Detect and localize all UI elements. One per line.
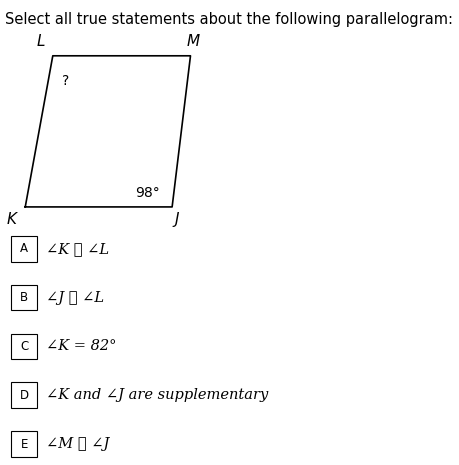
Text: K: K: [6, 212, 17, 226]
Text: M: M: [186, 34, 199, 49]
FancyBboxPatch shape: [11, 334, 37, 359]
Text: ?: ?: [62, 74, 69, 88]
Text: ∠M ≅ ∠J: ∠M ≅ ∠J: [46, 437, 109, 451]
FancyBboxPatch shape: [11, 285, 37, 311]
Text: D: D: [20, 389, 28, 402]
Text: L: L: [37, 34, 45, 49]
Text: Select all true statements about the following parallelogram:: Select all true statements about the fol…: [5, 12, 453, 27]
FancyBboxPatch shape: [11, 432, 37, 457]
Text: E: E: [20, 438, 28, 451]
Text: 98°: 98°: [135, 186, 160, 200]
Text: ∠K = 82°: ∠K = 82°: [46, 339, 117, 353]
Text: ∠K ≅ ∠L: ∠K ≅ ∠L: [46, 242, 109, 256]
FancyBboxPatch shape: [11, 236, 37, 261]
Text: ∠K and ∠J are supplementary: ∠K and ∠J are supplementary: [46, 388, 268, 402]
Text: B: B: [20, 291, 28, 304]
Text: ∠J ≅ ∠L: ∠J ≅ ∠L: [46, 291, 104, 305]
Text: J: J: [174, 212, 179, 226]
FancyBboxPatch shape: [11, 382, 37, 408]
Text: A: A: [20, 242, 28, 255]
Text: C: C: [20, 340, 28, 353]
